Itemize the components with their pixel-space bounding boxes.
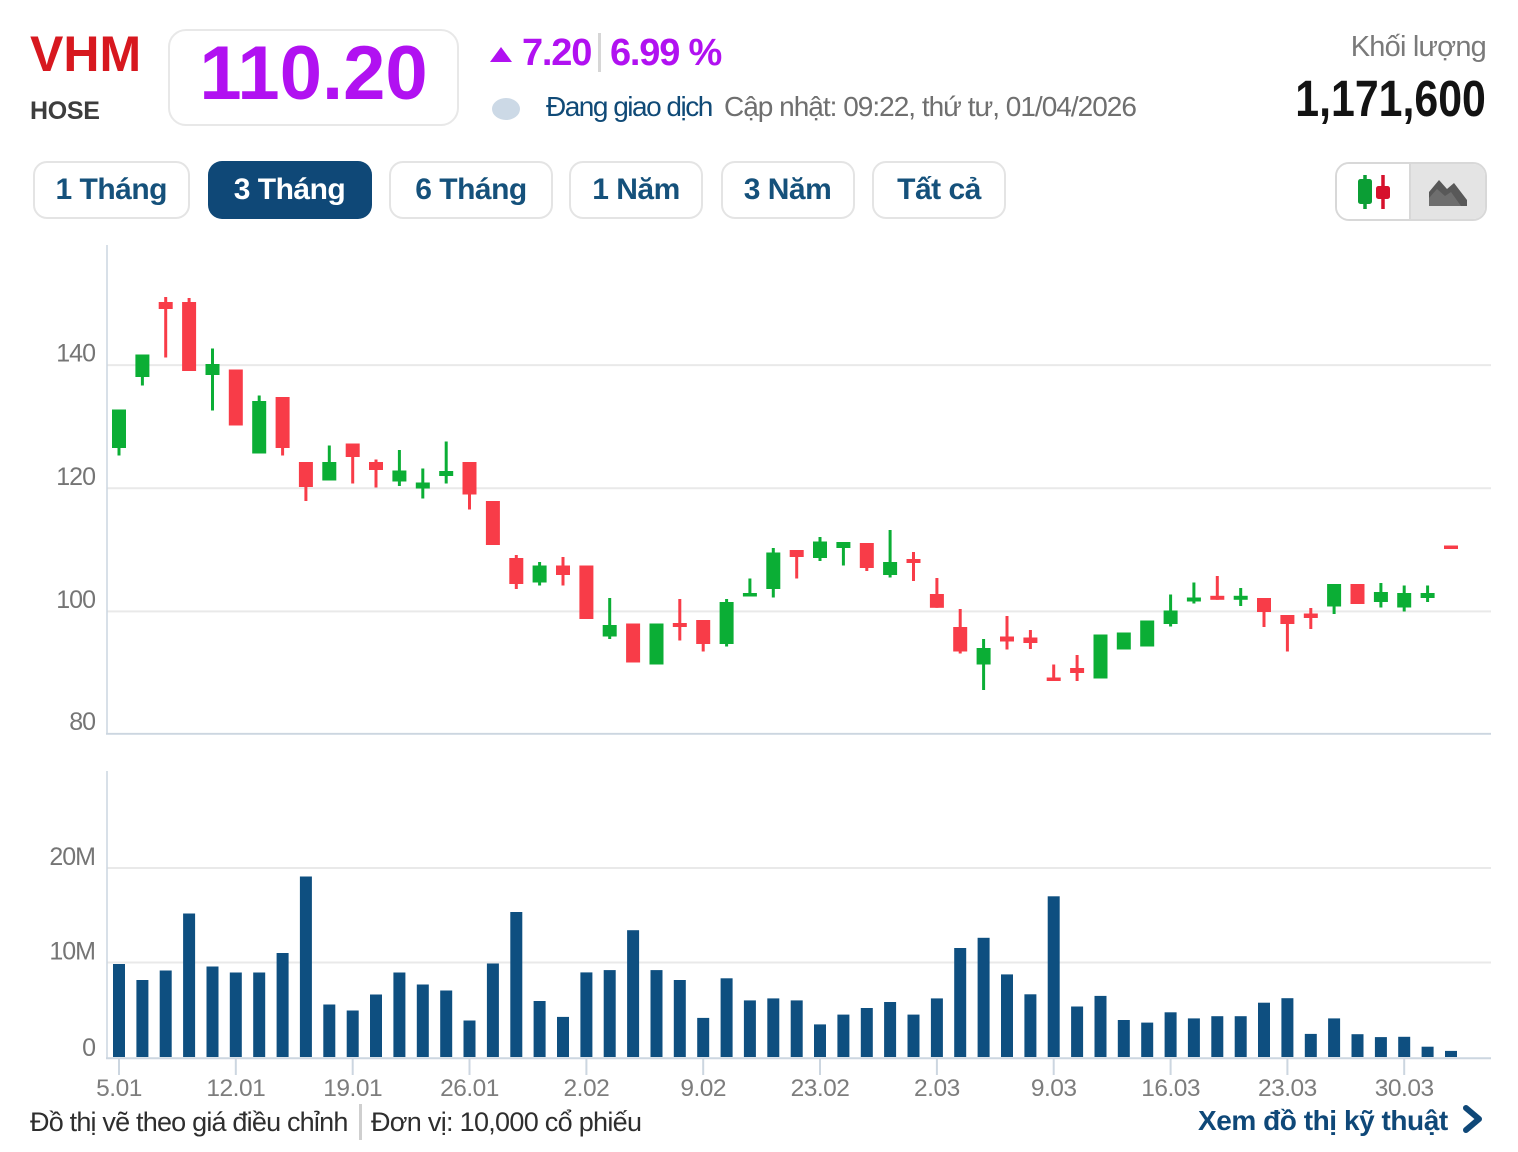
svg-text:30.03: 30.03 bbox=[1375, 1075, 1434, 1102]
svg-text:0: 0 bbox=[82, 1034, 95, 1062]
svg-text:12.01: 12.01 bbox=[206, 1075, 265, 1102]
svg-text:23.03: 23.03 bbox=[1258, 1075, 1317, 1102]
svg-text:20M: 20M bbox=[49, 843, 95, 871]
svg-text:2.03: 2.03 bbox=[914, 1075, 960, 1102]
svg-text:9.03: 9.03 bbox=[1031, 1075, 1077, 1102]
svg-text:140: 140 bbox=[56, 340, 95, 368]
svg-text:16.03: 16.03 bbox=[1141, 1075, 1200, 1102]
svg-text:120: 120 bbox=[56, 463, 95, 491]
svg-text:100: 100 bbox=[56, 586, 95, 614]
svg-text:19.01: 19.01 bbox=[323, 1075, 382, 1102]
svg-text:26.01: 26.01 bbox=[440, 1075, 499, 1102]
svg-text:10M: 10M bbox=[49, 938, 95, 966]
svg-text:5.01: 5.01 bbox=[96, 1075, 142, 1102]
svg-text:9.02: 9.02 bbox=[680, 1075, 726, 1102]
svg-text:2.02: 2.02 bbox=[564, 1075, 610, 1102]
svg-text:23.02: 23.02 bbox=[791, 1075, 850, 1102]
svg-text:80: 80 bbox=[69, 708, 95, 736]
